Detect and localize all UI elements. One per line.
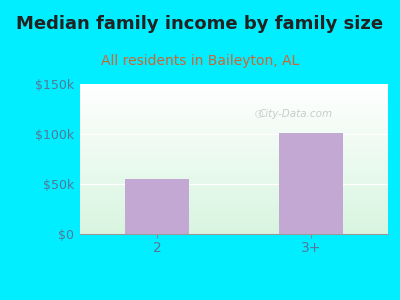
Text: All residents in Baileyton, AL: All residents in Baileyton, AL: [101, 54, 299, 68]
Bar: [125, 179, 189, 234]
Text: City-Data.com: City-Data.com: [258, 109, 333, 119]
Text: Median family income by family size: Median family income by family size: [16, 15, 384, 33]
Bar: [279, 133, 343, 234]
Text: ⊙: ⊙: [253, 107, 264, 121]
